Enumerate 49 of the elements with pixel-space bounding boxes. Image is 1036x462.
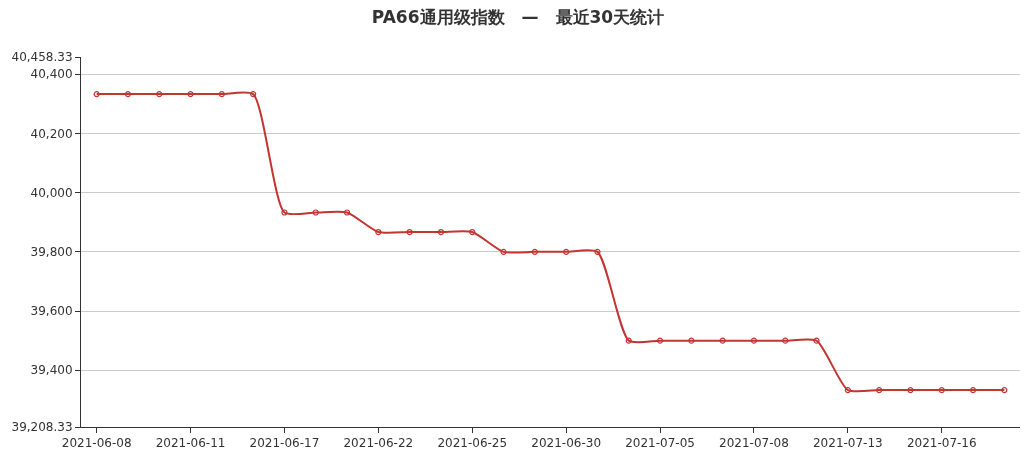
point: [938, 387, 945, 394]
x-tick-label: 2021-06-08: [61, 436, 132, 451]
point: [750, 337, 758, 344]
y-tick-label: 40,458.33: [11, 50, 73, 65]
x-tick-label: 2021-06-25: [437, 436, 508, 451]
y-tick-label: 40,000: [30, 185, 73, 200]
x-tick-label: 2021-06-11: [155, 436, 226, 451]
point: [844, 387, 851, 394]
point: [218, 91, 225, 98]
chart-title: PA66通用级指数 — 最近30天统计: [371, 7, 665, 28]
x-tick-label: 2021-07-13: [812, 436, 883, 451]
x-tick-label: 2021-07-16: [906, 436, 977, 451]
point: [813, 337, 820, 344]
point: [500, 248, 507, 255]
x-tick-label: 2021-07-08: [719, 436, 789, 451]
x-tick-label: 2021-06-17: [249, 436, 320, 451]
point: [406, 228, 413, 236]
point: [782, 337, 789, 344]
point: [124, 91, 132, 98]
y-tick-label: 39,208.33: [11, 420, 73, 435]
point: [437, 228, 445, 236]
y-tick-label: 40,400: [30, 67, 73, 82]
point: [563, 248, 570, 255]
x-tick-label: 2021-06-30: [531, 436, 602, 451]
point: [688, 337, 695, 344]
point: [312, 209, 319, 216]
point: [594, 248, 601, 255]
point: [281, 209, 288, 216]
x-tick-label: 2021-07-05: [625, 436, 695, 451]
point: [907, 387, 914, 394]
point: [969, 387, 977, 394]
point: [156, 91, 163, 98]
point: [375, 228, 382, 236]
point: [531, 248, 538, 255]
point: [1001, 387, 1008, 394]
point: [343, 209, 351, 216]
y-tick-label: 39,800: [30, 245, 73, 260]
y-tick-label: 39,600: [30, 304, 73, 319]
x-tick-label: 2021-06-22: [343, 436, 414, 451]
point: [250, 91, 257, 98]
point: [876, 387, 883, 394]
point: [625, 337, 632, 344]
point: [93, 91, 100, 98]
point: [187, 91, 194, 98]
y-tick-label: 39,400: [30, 363, 73, 378]
y-tick-label: 40,200: [30, 126, 73, 141]
point: [719, 337, 726, 344]
point: [656, 337, 664, 344]
point: [469, 228, 476, 236]
